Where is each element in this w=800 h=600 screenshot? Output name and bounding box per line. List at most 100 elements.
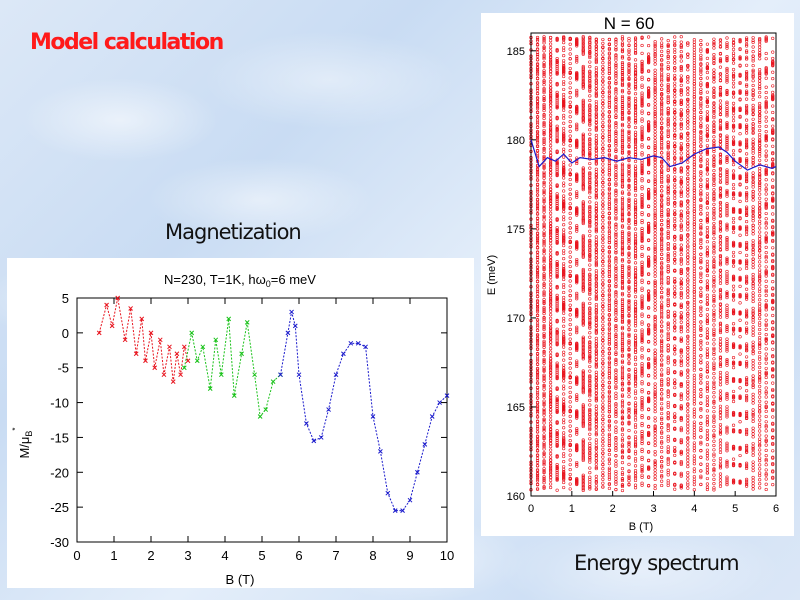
energy-level-point (725, 294, 729, 298)
energy-level-point (712, 376, 716, 380)
energy-level-point (751, 275, 755, 279)
energy-level-point (699, 189, 703, 193)
energy-level-point (725, 445, 729, 449)
energy-level-point (660, 180, 664, 185)
energy-level-point (731, 196, 736, 201)
energy-level-point (568, 361, 572, 365)
energy-level-point (594, 348, 598, 352)
energy-level-point (771, 408, 775, 412)
energy-level-point (653, 280, 657, 285)
mag-point-green (239, 351, 245, 357)
energy-level-point (555, 455, 559, 459)
energy-level-point (712, 317, 716, 321)
energy-level-point (601, 466, 605, 471)
energy-level-point (588, 369, 592, 373)
energy-level-point (764, 347, 768, 351)
energy-level-point (653, 382, 657, 386)
energy-level-point (758, 279, 762, 283)
energy-level-point (633, 309, 638, 313)
energy-level-point (725, 449, 729, 453)
energy-level-point (614, 402, 618, 406)
energy-level-point (686, 477, 690, 481)
energy-level-point (705, 398, 709, 402)
energy-level-point (653, 400, 657, 405)
energy-level-point (575, 415, 579, 419)
energy-level-point (660, 469, 664, 473)
energy-level-point (653, 397, 657, 401)
energy-level-point (745, 395, 749, 399)
energy-level-point (673, 250, 677, 254)
energy-level-point (679, 330, 683, 334)
energy-level-point (640, 299, 644, 303)
energy-level-point (568, 408, 572, 413)
energy-level-point (725, 359, 729, 364)
energy-level-point (614, 347, 618, 351)
energy-level-point (581, 487, 585, 491)
energy-level-point (633, 232, 638, 236)
energy-level-point (653, 434, 657, 438)
energy-level-point (653, 323, 657, 328)
energy-level-point (562, 302, 566, 307)
energy-level-point (699, 320, 703, 324)
energy-level-point (686, 266, 690, 271)
energy-level-point (620, 369, 625, 373)
energy-level-point (725, 114, 729, 118)
energy-level-point (718, 288, 723, 292)
energy-level-point (745, 310, 749, 314)
energy-level-point (686, 465, 690, 469)
energy-level-point (548, 390, 553, 394)
energy-level-point (666, 263, 670, 268)
energy-level-point (581, 407, 585, 411)
energy-level-point (640, 328, 644, 332)
energy-level-point (725, 465, 729, 469)
energy-level-point (660, 280, 664, 285)
energy-level-point (614, 181, 618, 185)
energy-level-point (660, 316, 664, 320)
energy-level-point (594, 453, 598, 457)
energy-level-point (660, 314, 664, 318)
energy-level-point (660, 383, 664, 388)
energy-level-point (745, 355, 749, 359)
energy-level-point (764, 468, 768, 472)
energy-level-point (535, 391, 540, 395)
energy-level-point (555, 397, 559, 401)
energy-level-point (686, 452, 690, 456)
energy-level-point (705, 428, 709, 433)
energy-level-point (535, 328, 540, 332)
energy-level-point (686, 317, 690, 321)
energy-level-point (535, 445, 540, 449)
energy-level-point (712, 415, 716, 419)
energy-level-point (548, 337, 553, 341)
energy-level-point (614, 300, 618, 304)
energy-level-point (758, 422, 762, 426)
energy-level-point (548, 434, 553, 439)
energy-level-point (653, 296, 657, 300)
energy-level-point (542, 411, 546, 415)
energy-level-point (679, 303, 683, 308)
energy-level-point (594, 358, 598, 362)
energy-level-point (673, 35, 677, 39)
energy-level-point (758, 357, 762, 361)
energy-level-point (699, 367, 703, 372)
energy-level-point (647, 340, 651, 344)
energy-level-point (548, 320, 553, 324)
energy-level-point (705, 471, 709, 475)
energy-level-point (594, 459, 598, 463)
energy-level-point (562, 303, 566, 308)
energy-level-point (640, 423, 644, 428)
energy-level-point (562, 240, 566, 244)
energy-level-point (699, 125, 703, 129)
energy-level-point (614, 441, 618, 445)
energy-level-point (679, 461, 683, 465)
energy-level-point (581, 245, 585, 249)
energy-level-point (542, 463, 546, 467)
energy-level-point (633, 486, 638, 490)
energy-level-point (699, 256, 703, 261)
energy-level-point (686, 301, 690, 306)
energy-level-point (620, 331, 625, 335)
energy-level-point (725, 361, 729, 365)
energy-level-point (601, 346, 605, 350)
energy-level-point (718, 247, 723, 252)
energy-level-point (686, 244, 690, 248)
energy-level-point (601, 440, 605, 444)
